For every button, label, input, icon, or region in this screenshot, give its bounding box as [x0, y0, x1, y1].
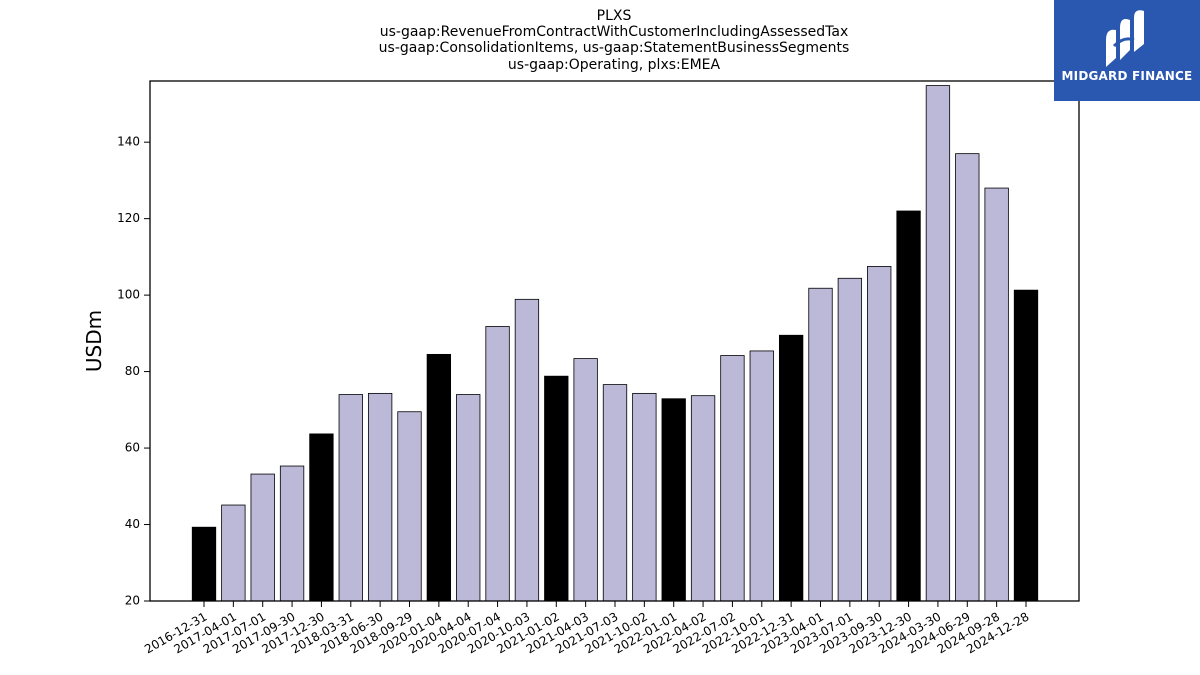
title-line-0: PLXS [597, 8, 632, 24]
title-line-1: us-gaap:RevenueFromContractWithCustomerI… [380, 24, 849, 40]
title-line-3: us-gaap:Operating, plxs:EMEA [508, 57, 721, 73]
bar-2023-12-30 [896, 210, 921, 602]
bar-2023-04-01 [808, 287, 833, 602]
bar-2024-06-29 [955, 153, 980, 602]
y-axis-label: USDm [82, 310, 106, 372]
bar-2021-04-03 [573, 358, 598, 602]
y-tick-label: 60 [125, 441, 140, 455]
midgard-finance-logo: MIDGARD FINANCE [1054, 0, 1200, 101]
bar-2024-12-28 [1013, 289, 1039, 602]
title-line-2: us-gaap:ConsolidationItems, us-gaap:Stat… [379, 40, 850, 56]
bar-2020-07-04 [485, 326, 510, 602]
y-tick-label: 20 [125, 594, 140, 608]
bar-2023-09-30 [867, 266, 892, 602]
bar-2016-12-31 [191, 526, 217, 602]
bar-2021-01-02 [544, 375, 569, 602]
y-tick-label: 100 [117, 288, 140, 302]
bar-2017-04-01 [221, 504, 246, 602]
y-axis: 20 40 60 80 100 120 140 [117, 135, 150, 608]
y-tick-label: 140 [117, 135, 140, 149]
logo-text: MIDGARD FINANCE [1061, 69, 1193, 83]
logo-mark-icon [1106, 10, 1144, 67]
bar-2017-07-01 [250, 473, 275, 602]
bar-2022-07-02 [720, 355, 745, 602]
bar-2020-10-03 [514, 298, 540, 602]
bar-2024-09-28 [984, 187, 1009, 602]
bar-2022-01-01 [661, 398, 686, 602]
y-tick-label: 120 [117, 211, 140, 225]
bar-2018-06-30 [367, 392, 393, 602]
bar-2023-07-01 [837, 277, 863, 602]
x-axis: 2016-12-312017-04-012017-07-012017-09-30… [142, 601, 1032, 656]
chart-title: PLXSus-gaap:RevenueFromContractWithCusto… [379, 8, 850, 73]
bar-2018-03-31 [338, 394, 363, 602]
bar-2021-07-03 [602, 384, 628, 602]
bar-2017-09-30 [279, 465, 305, 602]
bar-2021-10-02 [632, 392, 657, 602]
bar-2022-04-02 [690, 395, 716, 602]
bar-2018-09-29 [397, 411, 422, 602]
y-tick-label: 80 [125, 364, 140, 378]
bar-2022-10-01 [749, 350, 774, 602]
bars [191, 85, 1039, 602]
y-tick-label: 40 [125, 517, 140, 531]
bar-2020-04-04 [456, 394, 481, 602]
bar-2020-01-04 [426, 353, 452, 602]
bar-2024-03-30 [925, 85, 951, 602]
bar-2017-12-30 [309, 433, 334, 602]
bar-2022-12-31 [778, 334, 804, 602]
